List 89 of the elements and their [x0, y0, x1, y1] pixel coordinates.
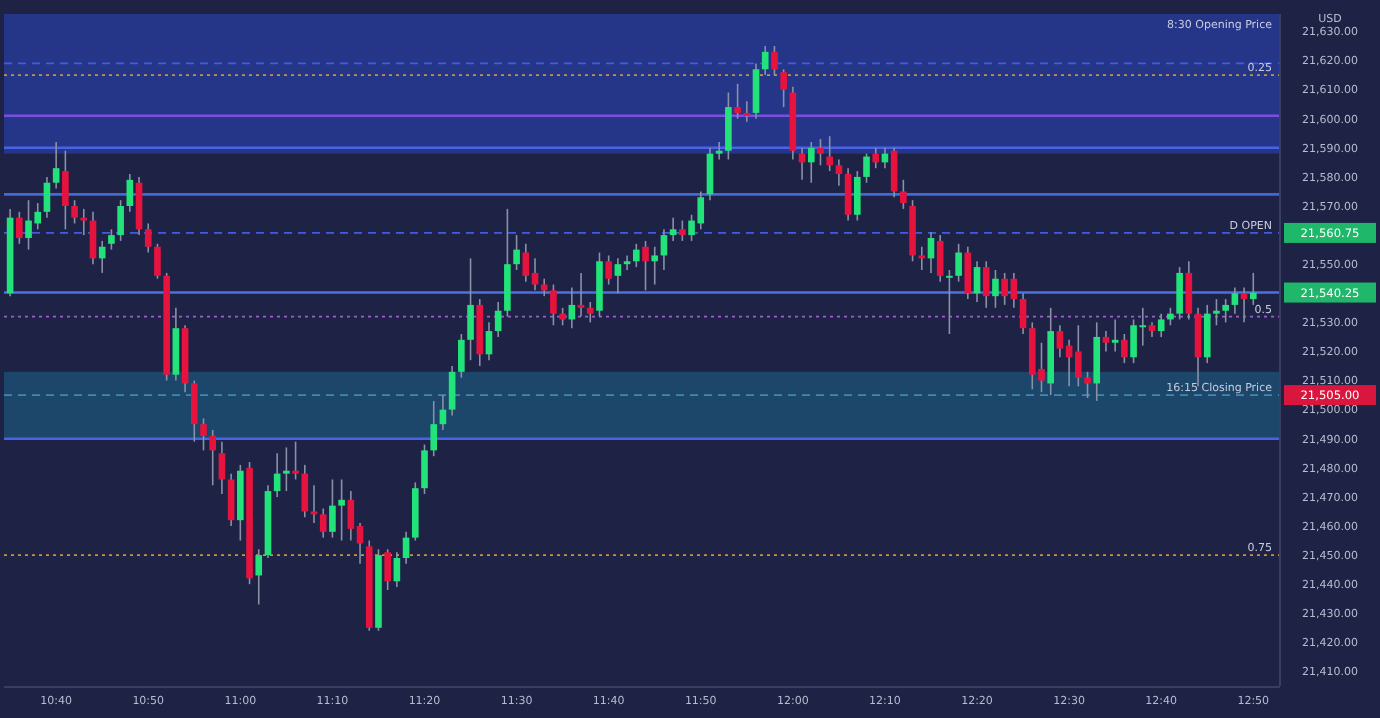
candlestick	[329, 478, 336, 539]
candlestick	[982, 260, 990, 309]
candlestick	[319, 507, 327, 539]
candlestick	[1231, 286, 1239, 315]
candlestick	[863, 152, 870, 184]
candlestick	[467, 257, 474, 361]
candlestick	[725, 91, 732, 161]
candlestick	[1111, 318, 1119, 353]
candlestick	[310, 484, 318, 524]
candlestick	[826, 135, 833, 172]
candlestick	[1249, 272, 1257, 306]
candlestick	[900, 179, 907, 210]
candlestick	[973, 260, 981, 303]
candlestick	[642, 240, 649, 292]
candlestick	[651, 245, 659, 286]
candlestick	[292, 440, 299, 481]
candlestick	[550, 283, 557, 327]
candlestick	[1185, 260, 1193, 321]
candlestick	[485, 321, 493, 361]
candlestick	[614, 257, 622, 295]
candlestick	[780, 68, 787, 108]
candlestick	[679, 219, 686, 242]
candlestick	[62, 149, 69, 231]
candlestick	[504, 208, 511, 318]
candlestick	[80, 208, 88, 236]
candlestick	[458, 333, 465, 379]
candlestick	[918, 245, 926, 271]
candlestick	[209, 429, 217, 487]
candlestick	[513, 234, 520, 271]
candlestick	[98, 240, 106, 274]
candlestick	[448, 365, 456, 417]
candlestick	[577, 272, 585, 318]
candlestick	[623, 254, 631, 271]
candlestick	[1121, 333, 1128, 364]
candlestick	[854, 170, 861, 222]
candlestick	[752, 62, 760, 120]
candlestick	[218, 440, 226, 495]
candlestick	[1222, 298, 1229, 324]
candlestick	[669, 216, 677, 242]
candlestick	[632, 243, 640, 268]
candlestick	[126, 173, 134, 213]
candlestick	[71, 199, 78, 225]
candlestick	[43, 176, 51, 219]
candlestick	[992, 269, 999, 309]
candlestick	[817, 138, 824, 167]
candlestick	[1084, 371, 1091, 399]
candlestick	[1213, 298, 1220, 327]
candlestick	[955, 243, 962, 283]
candlestick	[1240, 286, 1248, 324]
candlestick	[255, 548, 263, 606]
candlestick	[154, 243, 161, 280]
candlestick	[946, 269, 953, 335]
candlestick	[338, 478, 345, 542]
candlestick	[200, 417, 207, 452]
candlestick	[1093, 321, 1101, 402]
candlestick	[1056, 324, 1064, 359]
candlestick	[771, 45, 778, 76]
candlestick	[761, 45, 769, 76]
candlestick	[172, 307, 180, 382]
candlestick	[227, 472, 235, 527]
candlestick	[347, 490, 355, 542]
candlestick	[16, 211, 23, 245]
candlestick	[421, 443, 428, 495]
candlestick	[144, 222, 152, 254]
candlestick	[1019, 292, 1027, 335]
candlestick	[1203, 304, 1211, 364]
candlestick	[936, 234, 944, 283]
candlestick	[384, 548, 391, 591]
candlestick	[844, 167, 852, 222]
candlestick	[586, 301, 594, 324]
candlestick	[807, 141, 815, 184]
candlestick	[393, 551, 401, 588]
candlestick	[835, 158, 843, 187]
candlestick	[283, 446, 290, 492]
candlestick	[605, 254, 612, 286]
candlestick	[872, 147, 880, 169]
candlestick	[117, 199, 124, 242]
candlestick	[190, 379, 198, 443]
candlestick	[430, 400, 438, 457]
candlestick	[522, 243, 530, 283]
candlestick	[1102, 330, 1110, 353]
candlestick	[301, 464, 309, 519]
candlestick	[1176, 266, 1183, 321]
candlestick	[108, 228, 115, 251]
candlestick	[743, 100, 751, 123]
candlestick	[52, 141, 60, 190]
candlestick	[715, 141, 723, 161]
candlestick	[734, 83, 741, 120]
candlestick	[1157, 312, 1165, 338]
